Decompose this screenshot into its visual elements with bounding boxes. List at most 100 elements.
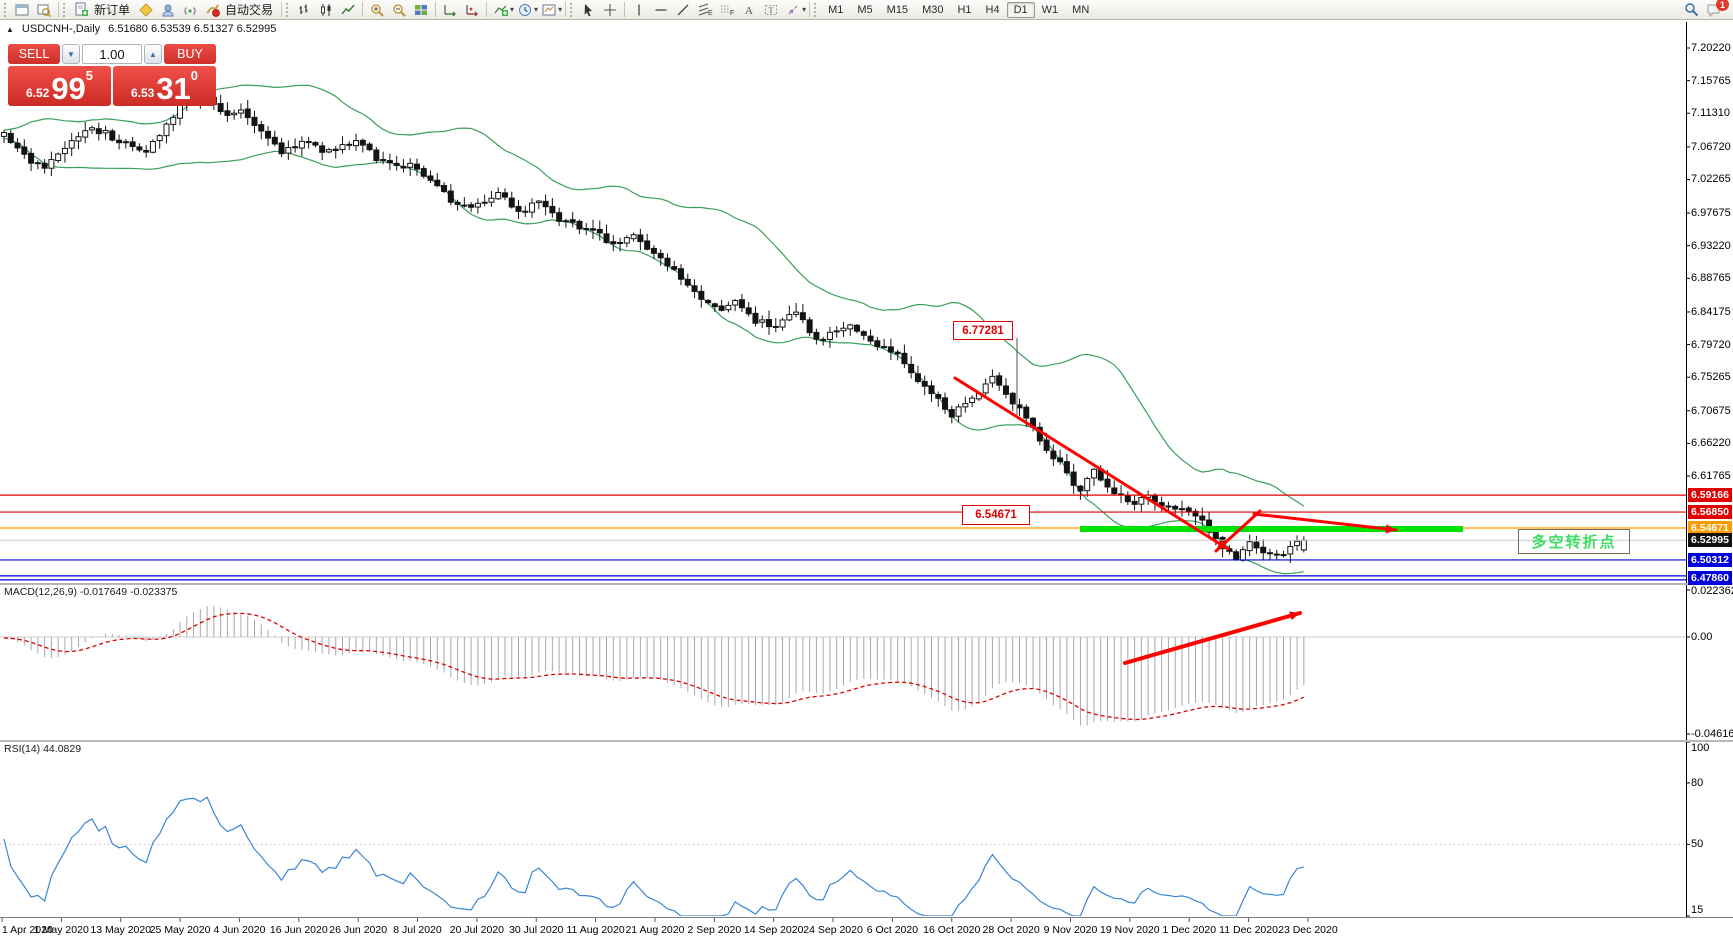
price-axis-tick: 6.66220 — [1691, 437, 1731, 450]
high-price-annotation[interactable]: 6.77281 — [953, 321, 1013, 340]
timeframe-mn-button[interactable]: MN — [1072, 3, 1090, 16]
fibonacci-icon: E — [698, 3, 713, 17]
metaeditor-icon — [139, 2, 153, 17]
grid-tool-button[interactable]: F — [716, 1, 738, 18]
alert-count-badge: 1 — [1716, 0, 1729, 11]
price-axis-tick: 7.15765 — [1691, 74, 1731, 87]
symbol-period-label: USDCNH-,Daily — [21, 23, 101, 35]
price-level-chip: 6.50312 — [1688, 552, 1732, 567]
buy-price-box[interactable]: 6.53 31 0 — [113, 66, 216, 106]
timeframe-m30-button[interactable]: M30 — [922, 3, 944, 16]
arrange-horizontal-icon — [444, 4, 456, 16]
autotrading-label[interactable]: 自动交易 — [225, 3, 274, 17]
date-axis-label: 8 Jul 2020 — [393, 924, 442, 936]
arrange-cascade-button[interactable] — [461, 1, 483, 18]
timeframe-m5-button[interactable]: M5 — [857, 3, 873, 16]
tile-windows-button[interactable] — [410, 1, 432, 18]
trend-arrow-line — [1123, 611, 1302, 665]
date-axis-label: 16 Oct 2020 — [923, 924, 981, 936]
rsi-axis-tick: 100 — [1691, 742, 1710, 754]
rsi-indicator-label: RSI(14) 44.0829 — [4, 743, 82, 755]
timeframe-m1-button[interactable]: M1 — [828, 3, 844, 16]
svg-text:F: F — [730, 10, 734, 17]
arrowhead — [1385, 524, 1396, 534]
macd-pane — [0, 605, 1686, 726]
cursor-tool-button[interactable] — [577, 1, 599, 18]
date-axis-label: 1 Dec 2020 — [1162, 924, 1217, 936]
buy-button[interactable]: BUY — [164, 44, 216, 64]
svg-text:T: T — [769, 6, 774, 15]
date-axis-label: 24 Sep 2020 — [803, 924, 863, 936]
new-order-label[interactable]: 新订单 — [94, 3, 131, 17]
text-label-tool-button[interactable]: T — [760, 1, 782, 18]
support-zone-bar — [1080, 526, 1463, 532]
rsi-axis-tick: 80 — [1691, 776, 1704, 789]
profiles-icon — [37, 4, 51, 17]
annotations[interactable] — [953, 338, 1463, 665]
price-level-chip: 6.52995 — [1688, 533, 1732, 548]
one-click-trading-panel: SELL ▼ 1.00 ▲ BUY 6.52 99 5 6.53 31 0 — [8, 44, 216, 106]
candlestick-mode-button[interactable] — [315, 1, 337, 18]
sell-price-box[interactable]: 6.52 99 5 — [8, 66, 111, 106]
trend-arrow-line — [1214, 509, 1262, 553]
arrows-tool-button[interactable] — [782, 1, 804, 18]
price-axis-tick: 6.79720 — [1691, 338, 1731, 351]
timeframe-h1-button[interactable]: H1 — [957, 3, 972, 16]
indicators-button[interactable] — [490, 1, 512, 18]
cursor-icon — [584, 3, 593, 16]
trendline-tool-button[interactable] — [672, 1, 694, 18]
rsi-axis-tick: 50 — [1691, 838, 1704, 851]
turning-point-text-annotation[interactable]: 多空转折点 — [1518, 529, 1630, 554]
horizontal-line-tool-button[interactable] — [650, 1, 672, 18]
price-level-chip: 6.47860 — [1688, 570, 1732, 585]
date-axis-label: 25 May 2020 — [149, 924, 211, 936]
crosshair-tool-button[interactable] — [599, 1, 621, 18]
search-button[interactable] — [1680, 1, 1702, 18]
macd-axis-tick: 0.022362 — [1691, 585, 1733, 597]
bar-chart-mode-button[interactable] — [293, 1, 315, 18]
indicators-dropdown-caret[interactable]: ▾ — [510, 5, 515, 14]
autotrading-button[interactable] — [201, 1, 223, 18]
volume-decrease-button[interactable]: ▼ — [62, 44, 80, 64]
templates-button[interactable] — [538, 1, 560, 18]
support-price-annotation[interactable]: 6.54671 — [962, 505, 1030, 525]
arrows-icon — [788, 5, 798, 14]
signals-button[interactable] — [179, 1, 201, 18]
date-axis-label: 1 Apr 2020 — [2, 924, 53, 936]
timeframe-w1-button[interactable]: W1 — [1041, 3, 1059, 16]
date-axis-label: 26 Jun 2020 — [329, 924, 388, 936]
text-tool-button[interactable]: A — [738, 1, 760, 18]
zoom-in-button[interactable] — [366, 1, 388, 18]
search-icon — [1684, 3, 1698, 17]
date-axis-label: 16 Jun 2020 — [269, 924, 328, 936]
volume-input[interactable]: 1.00 — [82, 44, 142, 64]
profiles-button[interactable] — [33, 1, 55, 18]
periods-button[interactable] — [514, 1, 536, 18]
market-button[interactable] — [157, 1, 179, 18]
volume-increase-button[interactable]: ▲ — [144, 44, 162, 64]
trend-arrow-line — [1252, 512, 1398, 532]
collapse-icon[interactable]: ▲ — [6, 24, 14, 34]
fibonacci-tool-button[interactable]: E — [694, 1, 716, 18]
periods-dropdown-caret[interactable]: ▾ — [534, 5, 539, 14]
timeframe-m15-button[interactable]: M15 — [886, 3, 909, 16]
arrows-dropdown-caret[interactable]: ▾ — [802, 5, 807, 14]
timeframe-d1-button[interactable]: D1 — [1006, 1, 1035, 18]
metaeditor-button[interactable] — [135, 1, 157, 18]
vertical-line-tool-button[interactable] — [628, 1, 650, 18]
templates-dropdown-caret[interactable]: ▾ — [558, 5, 563, 14]
bar-chart-icon — [299, 4, 308, 14]
alerts-button[interactable]: 1 — [1702, 0, 1729, 18]
timeframe-h4-button[interactable]: H4 — [985, 3, 1000, 16]
zoom-out-button[interactable] — [388, 1, 410, 18]
new-order-button[interactable] — [70, 1, 92, 18]
sell-button[interactable]: SELL — [8, 44, 60, 64]
toolbar-grip — [286, 2, 290, 17]
arrange-horizontal-button[interactable] — [439, 1, 461, 18]
line-chart-mode-button[interactable] — [337, 1, 359, 18]
macd-axis-tick: -0.046165 — [1691, 728, 1733, 740]
buy-price-pips: 31 — [156, 71, 191, 106]
new-chart-button[interactable] — [11, 1, 33, 18]
